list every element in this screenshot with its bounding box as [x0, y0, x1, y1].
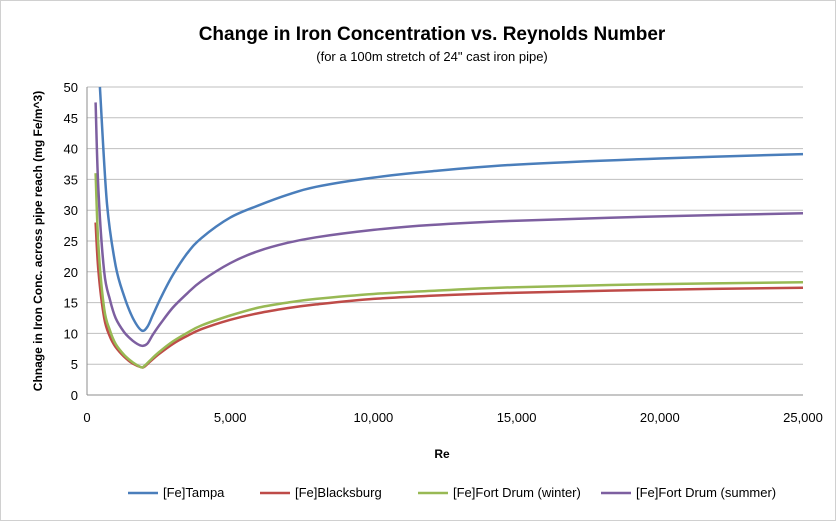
series-line-3 — [94, 102, 804, 348]
x-tick-label: 20,000 — [640, 410, 680, 425]
y-tick-label: 35 — [64, 172, 78, 187]
x-axis-label: Re — [434, 447, 450, 461]
legend-label-3: [Fe]Fort Drum (summer) — [636, 485, 776, 500]
y-tick-label: 5 — [71, 357, 78, 372]
series-line-0 — [98, 86, 804, 333]
gridlines — [87, 86, 803, 365]
legend: [Fe]Tampa [Fe]Blacksburg [Fe]Fort Drum (wi… — [128, 485, 776, 500]
tick-labels: 0 5 10 15 20 25 30 35 40 45 50 0 5,000 10,000 15,000 20… — [64, 80, 823, 425]
y-tick-label: 30 — [64, 203, 78, 218]
y-axis-label: Chnage in Iron Conc. across pipe reach (… — [31, 91, 45, 391]
series-group — [94, 86, 804, 369]
y-tick-label: 0 — [71, 388, 78, 403]
legend-label-0: [Fe]Tampa — [163, 485, 225, 500]
x-tick-label: 15,000 — [497, 410, 537, 425]
axes — [86, 87, 803, 396]
x-tick-label: 10,000 — [354, 410, 394, 425]
x-tick-label: 0 — [83, 410, 90, 425]
y-tick-label: 15 — [64, 296, 78, 311]
series-line-1 — [94, 222, 804, 369]
y-tick-label: 45 — [64, 111, 78, 126]
series-line-2 — [94, 173, 804, 369]
legend-label-2: [Fe]Fort Drum (winter) — [453, 485, 581, 500]
y-tick-label: 25 — [64, 234, 78, 249]
chart-subtitle: (for a 100m stretch of 24" cast iron pip… — [316, 49, 548, 64]
x-tick-label: 25,000 — [783, 410, 823, 425]
x-tick-label: 5,000 — [214, 410, 247, 425]
y-tick-label: 50 — [64, 80, 78, 95]
y-tick-label: 10 — [64, 326, 78, 341]
legend-label-1: [Fe]Blacksburg — [295, 485, 382, 500]
y-tick-label: 40 — [64, 142, 78, 157]
chart-title: Change in Iron Concentration vs. Reynold… — [199, 24, 666, 45]
y-tick-label: 20 — [64, 265, 78, 280]
